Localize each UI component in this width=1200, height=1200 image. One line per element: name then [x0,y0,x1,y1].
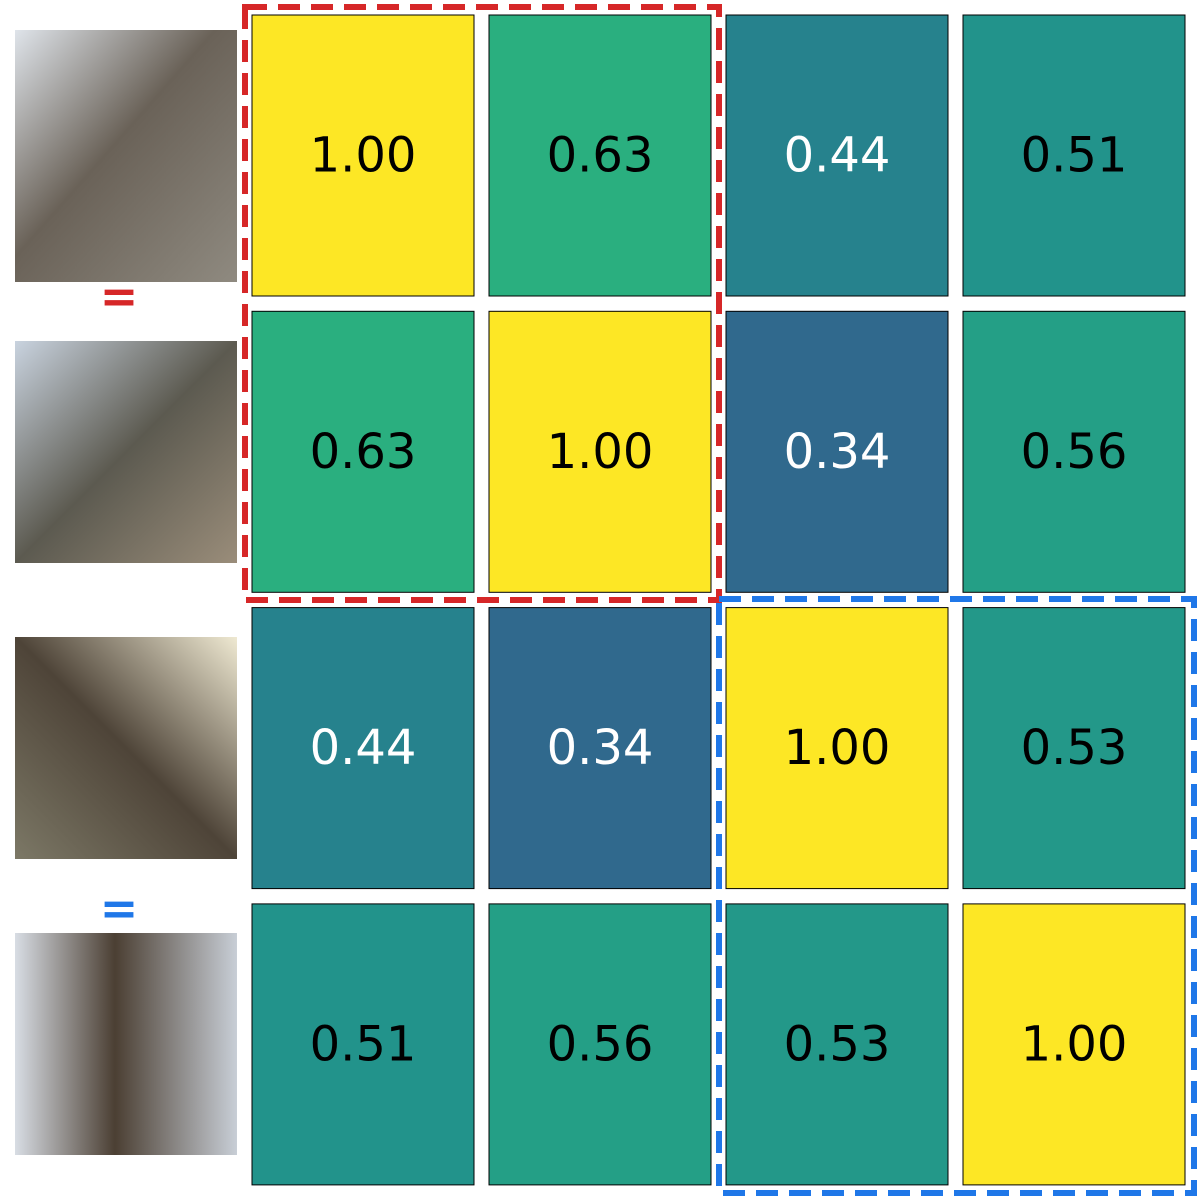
cell [962,14,1186,297]
cell [488,310,712,593]
cell-label: 1.00 [310,128,417,184]
photo [15,30,237,282]
cell-label: 0.34 [784,424,891,480]
cell-label: 1.00 [1021,1016,1128,1072]
photo [15,341,237,563]
cell [725,310,949,593]
highlight-box [242,4,722,603]
cell [251,14,475,297]
cell-label: 0.63 [310,424,417,480]
highlight-box [716,596,1197,1196]
photo [15,933,237,1155]
cell [488,14,712,297]
cell [725,14,949,297]
cell [488,607,712,890]
cell [962,903,1186,1186]
cell-label: 0.63 [547,128,654,184]
cell-label: 0.56 [1021,424,1128,480]
cell [251,310,475,593]
equal-sign: = [100,269,139,323]
cell [725,607,949,890]
cell-label: 0.53 [1021,720,1128,776]
cell-label: 0.51 [1021,128,1128,184]
cell [251,903,475,1186]
cell-label: 0.44 [784,128,891,184]
cell [488,903,712,1186]
cell-label: 0.34 [547,720,654,776]
cell-label: 1.00 [547,424,654,480]
cell-label: 0.56 [547,1016,654,1072]
photos [15,30,237,1155]
photo [15,637,237,859]
cell-label: 1.00 [784,720,891,776]
cell-label: 0.51 [310,1016,417,1072]
heatmap: 1.00 0.63 0.44 0.51 0.63 1.00 0.34 0.56 0.44 0.34… [251,14,1186,1186]
cell [725,903,949,1186]
cell-label: 0.53 [784,1016,891,1072]
cell [962,607,1186,890]
equal-sign: = [100,881,139,935]
cell [251,607,475,890]
cell [962,310,1186,593]
cell-label: 0.44 [310,720,417,776]
